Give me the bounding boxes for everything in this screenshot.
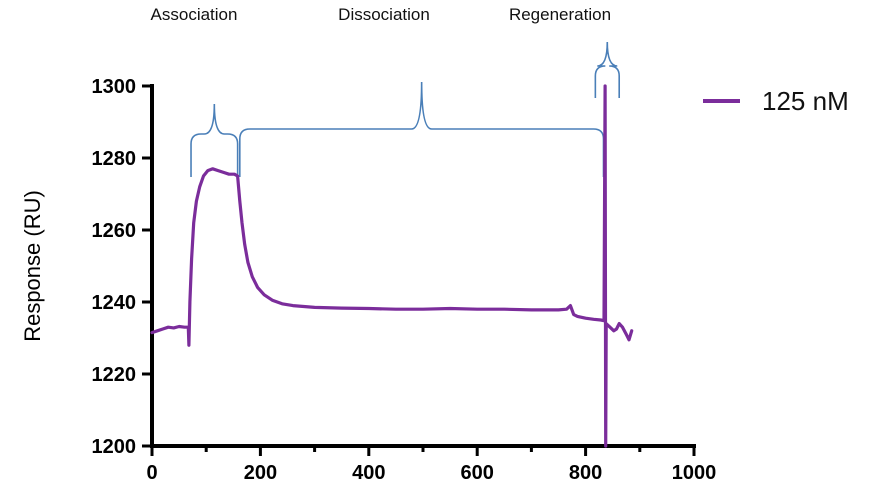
legend: 125 nM	[703, 86, 849, 116]
phase-brackets	[190, 41, 621, 177]
x-tick-label: 600	[461, 462, 494, 484]
phase-label: Dissociation	[338, 5, 430, 24]
y-tick-label: 1300	[92, 76, 137, 98]
y-axis-label: Response (RU)	[20, 190, 45, 342]
x-tick-label: 200	[244, 462, 277, 484]
phase-labels: Association Dissociation Regeneration	[151, 5, 612, 24]
x-tick-label: 400	[352, 462, 385, 484]
x-tick-label: 1000	[672, 462, 717, 484]
phase-bracket	[190, 103, 239, 177]
y-tick-label: 1220	[92, 364, 137, 386]
x-tick-label: 800	[569, 462, 602, 484]
y-ticks: 1200 1220 1240 1260 1280 1300	[92, 76, 152, 458]
axes	[150, 84, 696, 448]
series-group	[150, 84, 634, 448]
y-tick-label: 1240	[92, 292, 137, 314]
phase-bracket	[239, 81, 605, 177]
y-tick-label: 1260	[92, 220, 137, 242]
legend-label: 125 nM	[762, 86, 849, 116]
y-tick-label: 1280	[92, 148, 137, 170]
series-line	[150, 84, 634, 448]
phase-label: Regeneration	[509, 5, 611, 24]
phase-bracket	[594, 41, 621, 98]
y-tick-label: 1200	[92, 436, 137, 458]
phase-label: Association	[151, 5, 238, 24]
x-ticks: 0 200 400 600 800 1000	[146, 446, 716, 484]
x-tick-label: 0	[146, 462, 157, 484]
